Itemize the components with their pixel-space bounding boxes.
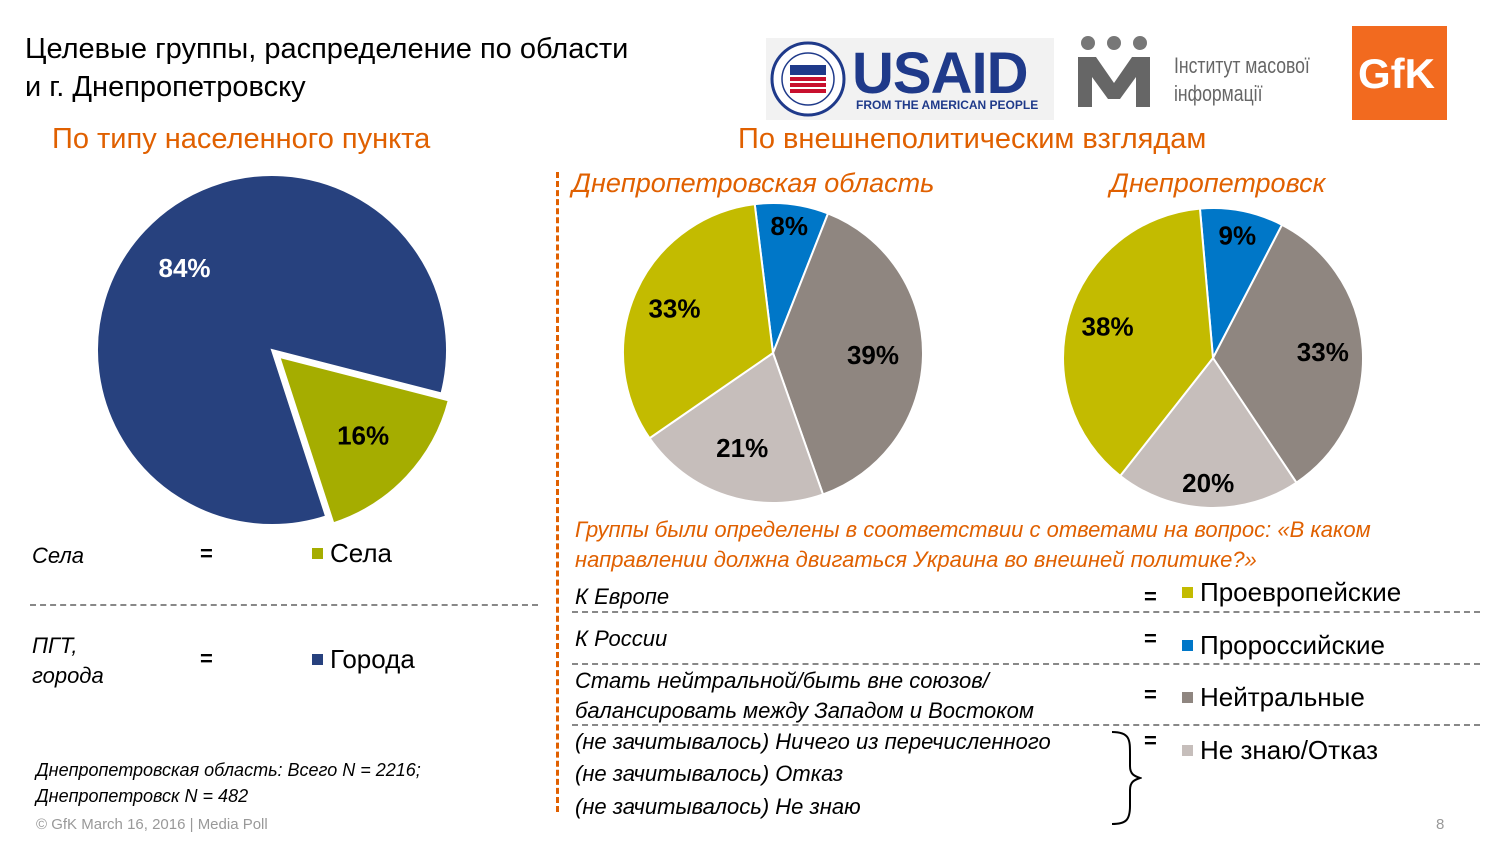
- answer-neutral: Стать нейтральной/быть вне союзов/ балан…: [575, 668, 1034, 723]
- subtitle-oblast: Днепропетровская область: [572, 168, 935, 198]
- usaid-logo: USAID FROM THE AMERICAN PEOPLE: [766, 38, 1054, 120]
- legend-source-cities: ПГТ, города: [32, 633, 104, 688]
- legend-divider: [572, 663, 1480, 665]
- legend-divider: [30, 604, 538, 606]
- question-text: Группы были определены в соответствии с …: [575, 517, 1371, 572]
- pie-label-3: 38%: [1082, 312, 1134, 342]
- section-title-foreign-policy: По внешнеполитическим взглядам: [738, 123, 1207, 155]
- vertical-divider: [556, 172, 559, 812]
- legend-swatch-villages: [312, 548, 323, 559]
- pie-slice-1: [771, 212, 924, 496]
- legend-swatch-cities: [312, 654, 323, 665]
- section-title-settlement: По типу населенного пункта: [52, 123, 431, 155]
- pie-label-1: 33%: [1297, 337, 1349, 367]
- gfk-wordmark: GfK: [1358, 50, 1435, 97]
- legend-swatch-pro-europe: [1182, 587, 1193, 598]
- usaid-tagline: FROM THE AMERICAN PEOPLE: [856, 98, 1039, 112]
- equals-sign: =: [200, 541, 213, 566]
- pie-slice-0: [1198, 207, 1284, 362]
- pie-slice-Села: [277, 355, 451, 525]
- legend-swatch-dont-know: [1182, 745, 1193, 756]
- equals-sign: =: [1144, 728, 1157, 753]
- page-title: Целевые группы, распределение по области…: [25, 33, 629, 103]
- subtitle-city: Днепропетровск: [1110, 168, 1326, 198]
- equals-sign: =: [200, 646, 213, 671]
- legend-label: Не знаю/Отказ: [1200, 735, 1379, 765]
- pie-slice-1: [1211, 223, 1364, 485]
- pie-slice-3: [622, 203, 775, 440]
- answer-europe: К Европе: [575, 584, 670, 609]
- equals-sign: =: [1144, 584, 1157, 609]
- legend-item-cities: Города: [312, 644, 415, 675]
- pie-slice-3: [1062, 207, 1215, 478]
- equals-sign: =: [1144, 682, 1157, 707]
- answer-russia: К России: [575, 626, 668, 651]
- pie-label-2: 20%: [1182, 468, 1234, 498]
- legend-item-villages: Села: [312, 538, 392, 569]
- imi-logo-text: Інститут масової інформації: [1174, 53, 1310, 106]
- pie-label-1: 39%: [847, 340, 899, 370]
- pie-label-0: 9%: [1218, 220, 1256, 250]
- pie-chart-settlement: 84% 16%: [96, 174, 451, 526]
- pie-label-3: 33%: [648, 294, 700, 324]
- legend-item-pro-europe: Проевропейские: [1182, 577, 1401, 608]
- copyright: © GfK March 16, 2016 | Media Poll: [36, 816, 268, 833]
- pie-label-2: 21%: [716, 433, 768, 463]
- pie-slice-2: [1118, 356, 1298, 509]
- legend-swatch-neutral: [1182, 692, 1193, 703]
- legend-label: Города: [330, 644, 415, 674]
- legend-item-dont-know: Не знаю/Отказ: [1182, 735, 1378, 766]
- legend-item-pro-russia: Пророссийские: [1182, 630, 1385, 661]
- page-number: 8: [1436, 816, 1445, 833]
- legend-label: Проевропейские: [1200, 577, 1402, 607]
- legend-item-neutral: Нейтральные: [1182, 682, 1365, 713]
- usaid-wordmark: USAID: [852, 41, 1028, 106]
- pie-label-0: 8%: [770, 211, 808, 241]
- pie-chart-oblast: 8% 39% 21% 33%: [622, 202, 924, 504]
- curly-brace-icon: [1111, 731, 1142, 825]
- imi-logo-icon: [1078, 36, 1150, 107]
- legend-source-villages: Села: [32, 543, 85, 568]
- pie-slice-Города: [96, 174, 448, 526]
- answer-refusal: (не зачитывалось) Отказ: [575, 761, 844, 786]
- legend-divider: [572, 724, 1480, 726]
- answer-dont-know: (не зачитывалось) Не знаю: [575, 794, 861, 819]
- legend-divider: [572, 611, 1480, 613]
- sample-size-note: Днепропетровская область: Всего N = 2216…: [36, 760, 421, 806]
- usaid-seal-icon: [770, 41, 846, 117]
- pie-label-Города: 84%: [159, 253, 211, 283]
- pie-label-Села: 16%: [337, 421, 389, 451]
- pie-chart-city: 9% 33% 20% 38%: [1062, 207, 1364, 509]
- legend-label: Нейтральные: [1200, 682, 1365, 712]
- answer-none: (не зачитывалось) Ничего из перечисленно…: [575, 729, 1051, 754]
- legend-swatch-pro-russia: [1182, 640, 1193, 651]
- legend-label: Пророссийские: [1200, 630, 1385, 660]
- equals-sign: =: [1144, 626, 1157, 651]
- pie-slice-2: [648, 351, 825, 504]
- legend-label: Села: [330, 538, 393, 568]
- gfk-logo: GfK: [1352, 26, 1447, 120]
